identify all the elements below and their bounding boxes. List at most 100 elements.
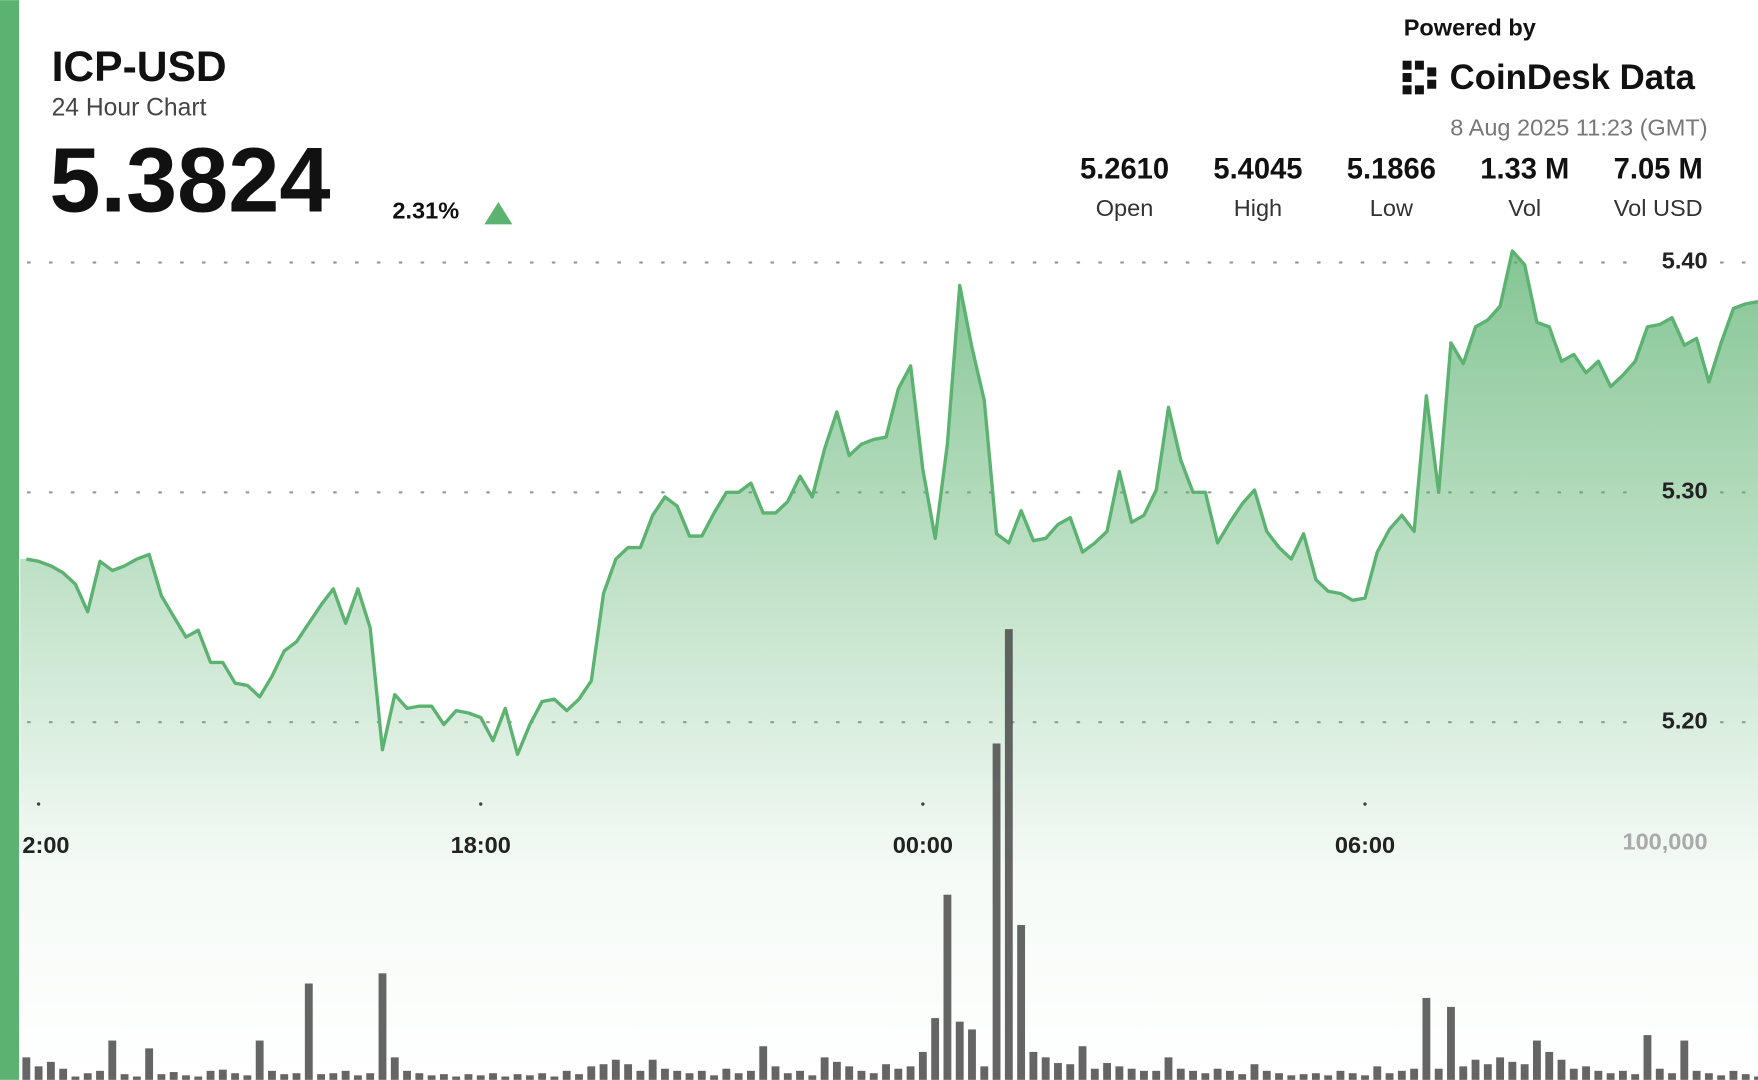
stat-label: High — [1234, 195, 1282, 221]
volume-bar — [329, 1073, 338, 1080]
volume-bar — [747, 1070, 755, 1080]
volume-bar — [1262, 1070, 1271, 1080]
volume-bar — [1066, 1064, 1075, 1080]
volume-bar — [624, 1064, 633, 1080]
volume-bar — [1557, 1059, 1566, 1080]
volume-bar — [1520, 1064, 1529, 1080]
volume-bar — [587, 1066, 596, 1080]
volume-bar — [1422, 997, 1431, 1080]
volume-bar — [206, 1070, 215, 1080]
x-tick-label: 2:00 — [22, 832, 69, 858]
volume-bar — [1606, 1073, 1615, 1080]
brand: CoinDesk Data — [1450, 59, 1696, 97]
volume-bar — [1004, 629, 1013, 1080]
volume-bar — [1115, 1066, 1124, 1080]
volume-bar — [1041, 1057, 1050, 1080]
volume-bar — [231, 1073, 240, 1080]
volume-bar — [1324, 1075, 1333, 1080]
stat-label: Open — [1096, 195, 1154, 221]
volume-bar — [1127, 1068, 1136, 1080]
volume-bar — [1078, 1046, 1087, 1080]
volume-bar — [648, 1059, 657, 1080]
volume-bar — [1189, 1070, 1197, 1080]
volume-bar — [980, 1066, 989, 1080]
volume-bar — [1508, 1061, 1517, 1080]
volume-bar — [1213, 1068, 1222, 1080]
volume-bar — [1459, 1066, 1468, 1080]
volume-bar — [1225, 1070, 1234, 1080]
volume-bar — [1299, 1074, 1308, 1080]
volume-bar — [1054, 1063, 1062, 1080]
volume-bar — [83, 1073, 92, 1080]
volume-bar — [501, 1076, 510, 1080]
volume-bar — [1152, 1070, 1161, 1080]
change: 2.31% — [392, 197, 459, 223]
volume-bar — [538, 1073, 547, 1080]
volume-bar — [145, 1048, 154, 1080]
volume-bar — [1140, 1070, 1148, 1080]
volume-bar — [1680, 1040, 1689, 1080]
volume-bar — [1496, 1057, 1505, 1080]
volume-bar — [869, 1073, 878, 1080]
brand-logo — [1402, 60, 1437, 95]
stat-label: Vol USD — [1614, 195, 1703, 221]
timestamp: 8 Aug 2025 11:23 (GMT) — [1450, 114, 1707, 140]
volume-bar — [734, 1073, 743, 1080]
volume-bar — [1471, 1059, 1480, 1080]
volume-bar — [1533, 1040, 1541, 1080]
volume-bar — [255, 1040, 264, 1080]
volume-bar — [169, 1072, 178, 1080]
volume-bar — [120, 1074, 129, 1080]
volume-bar — [1582, 1066, 1590, 1080]
powered-by: Powered by — [1404, 15, 1536, 41]
volume-bar — [611, 1059, 620, 1080]
volume-bar — [1311, 1073, 1320, 1080]
volume-bar — [182, 1075, 190, 1080]
volume-bar — [1717, 1075, 1726, 1080]
volume-bar — [1275, 1073, 1283, 1080]
price: 5.3824 — [49, 130, 330, 232]
stat-value: 1.33 M — [1480, 153, 1569, 185]
volume-bar — [906, 1066, 915, 1080]
volume-bar — [427, 1075, 436, 1080]
volume-bar — [697, 1070, 706, 1080]
volume-bar — [599, 1064, 608, 1080]
volume-bar — [783, 1073, 792, 1080]
volume-bar — [1090, 1068, 1099, 1080]
volume-bar — [292, 1073, 301, 1080]
volume-bar — [1029, 1051, 1038, 1080]
volume-bar — [796, 1070, 804, 1080]
volume-bar — [894, 1068, 903, 1080]
volume-bar — [1250, 1064, 1259, 1080]
volume-bar — [1176, 1068, 1185, 1080]
volume-bar — [513, 1074, 522, 1080]
stat-label: Vol — [1508, 195, 1541, 221]
area-fill — [20, 250, 1758, 1080]
volume-bar — [1287, 1075, 1296, 1080]
symbol: ICP-USD — [52, 43, 227, 91]
volume-bar — [1754, 1076, 1758, 1080]
volume-bar — [1594, 1070, 1603, 1080]
volume-bar — [390, 1057, 399, 1080]
y-tick-label: 5.30 — [1662, 478, 1708, 504]
volume-bar — [489, 1073, 497, 1080]
volume-bar — [415, 1073, 424, 1080]
y-tick-label: 5.20 — [1662, 707, 1708, 733]
volume-bar — [1704, 1073, 1713, 1080]
volume-bar — [1164, 1057, 1173, 1080]
volume-bar — [452, 1076, 461, 1080]
volume-bar — [1655, 1068, 1664, 1080]
volume-bar — [1385, 1073, 1394, 1080]
volume-bar — [1668, 1073, 1676, 1080]
volume-bar — [132, 1076, 141, 1080]
volume-bar — [808, 1075, 817, 1080]
volume-bar — [1201, 1073, 1210, 1080]
volume-bar — [403, 1070, 411, 1080]
volume-bar — [304, 983, 313, 1080]
stat-value: 5.2610 — [1080, 153, 1169, 185]
volume-bar — [575, 1074, 583, 1080]
volume-bar — [845, 1066, 854, 1080]
volume-bar — [918, 1051, 927, 1080]
stat-value: 5.1866 — [1347, 153, 1436, 185]
